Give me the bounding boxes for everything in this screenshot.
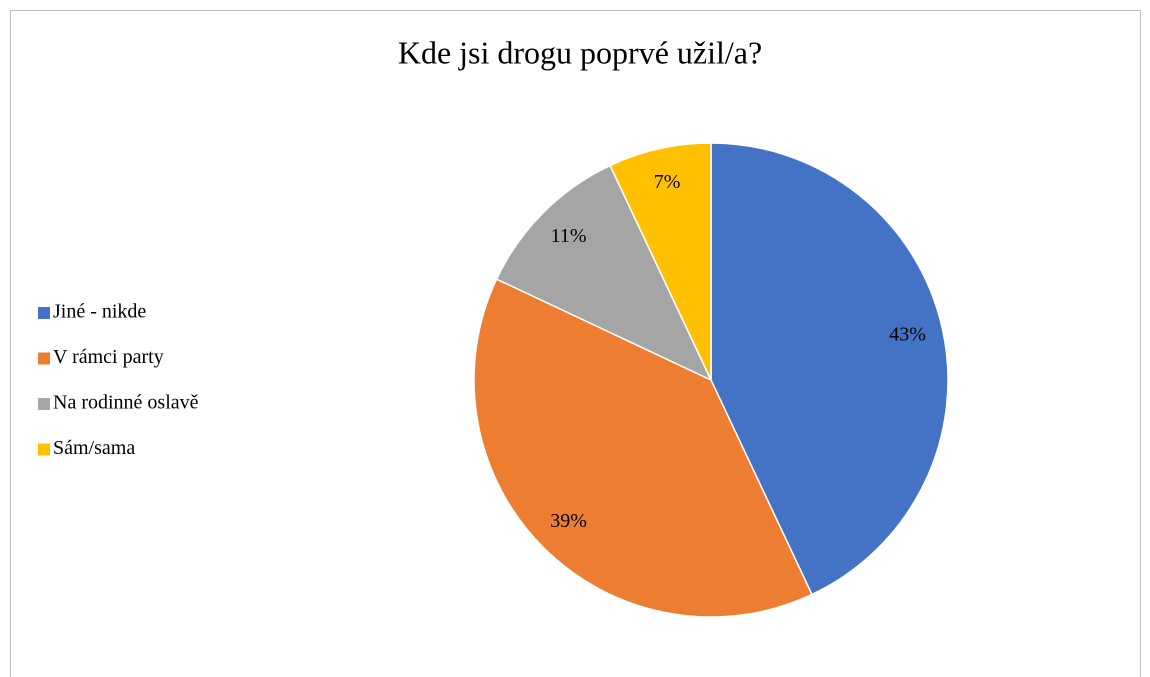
legend-swatch (38, 443, 50, 456)
pie-slice (710, 142, 949, 596)
legend-label: V rámci party (53, 346, 164, 368)
legend-swatch (38, 398, 50, 410)
data-label: 7% (654, 171, 681, 193)
legend-swatch (38, 352, 50, 365)
data-label: 11% (551, 225, 587, 247)
chart-title: Kde jsi drogu poprvé užil/a? (398, 34, 762, 70)
legend-swatch (38, 307, 50, 319)
pie-slice (473, 278, 813, 618)
legend-label: Sám/sama (53, 437, 135, 459)
data-label: 43% (889, 324, 926, 346)
pie-slice (609, 142, 712, 381)
data-label: 39% (550, 510, 587, 532)
legend-label: Jiné - nikde (53, 301, 146, 323)
chart-border (10, 10, 1141, 677)
pie-slice (495, 164, 713, 382)
legend-label: Na rodinné oslavě (53, 392, 199, 414)
